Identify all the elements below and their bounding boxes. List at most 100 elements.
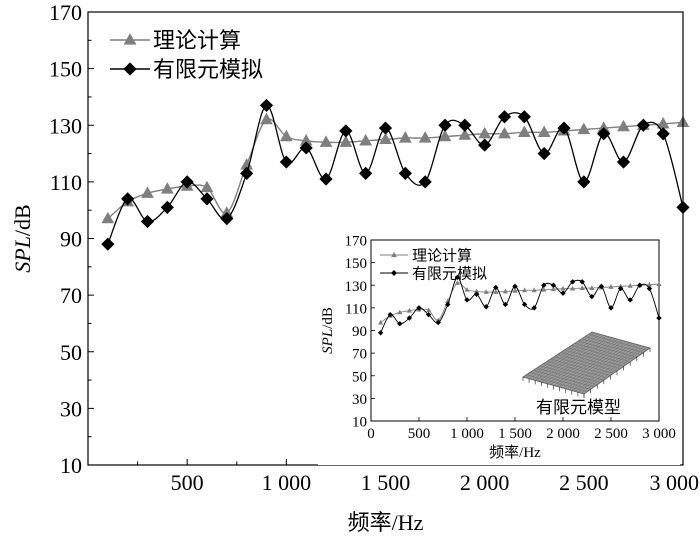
legend-label: 有限元模拟: [153, 58, 263, 83]
y-tick-label: 30: [60, 396, 82, 421]
inset-legend-marker: [391, 251, 397, 258]
x-tick-label: 2 500: [559, 470, 609, 495]
x-tick-label: 1 500: [361, 470, 411, 495]
inset-data-point: [406, 315, 413, 321]
series-fem: [101, 98, 690, 251]
inset-data-point: [454, 280, 461, 285]
y-tick-label: 130: [49, 113, 82, 138]
inset-x-axis-label: 频率/Hz: [489, 444, 541, 461]
fe-model-mesh: [522, 331, 651, 398]
inset-y-tick-label: 50: [352, 369, 367, 385]
data-point: [299, 141, 313, 155]
data-point: [160, 182, 174, 194]
inset-data-point: [541, 286, 547, 292]
data-point: [398, 131, 412, 143]
data-point: [617, 119, 630, 132]
fe-mesh-line: [580, 346, 648, 394]
data-point: [636, 118, 650, 132]
data-point: [656, 127, 670, 141]
data-point: [616, 155, 631, 169]
inset-data-point: [550, 286, 557, 292]
data-point: [319, 172, 333, 186]
fe-mesh-line: [564, 349, 624, 367]
legend-label: 理论计算: [153, 29, 241, 54]
fe-mesh-line: [556, 340, 625, 387]
fe-model-label: 有限元模型: [536, 398, 621, 418]
inset-data-point: [416, 305, 422, 311]
data-point: [498, 126, 511, 139]
data-point: [279, 155, 293, 169]
y-tick-label: 150: [49, 57, 82, 82]
series-theory: [101, 112, 690, 224]
data-point: [101, 237, 115, 251]
y-axis-label-unit: /dB: [10, 204, 35, 236]
inset-data-point: [377, 319, 384, 325]
data-point: [438, 118, 452, 132]
inset-x-tick-label: 0: [367, 426, 375, 442]
data-point: [398, 166, 412, 180]
fe-mesh-line: [585, 336, 644, 353]
inset-data-point: [656, 315, 662, 321]
data-point: [141, 186, 154, 198]
inset-data-point: [483, 289, 489, 294]
inset-x-tick-label: 2 000: [546, 426, 580, 442]
inset-data-point: [656, 281, 662, 287]
data-point: [497, 110, 512, 124]
data-point: [656, 117, 670, 129]
data-point: [577, 175, 591, 189]
legend-entry: 理论计算: [110, 29, 241, 54]
inset-data-point: [445, 301, 451, 308]
fe-mesh-line: [568, 343, 636, 390]
inset-y-tick-label: 110: [345, 301, 367, 317]
legend-entry: 有限元模拟: [110, 58, 263, 83]
inset-data-point: [425, 307, 432, 313]
inset-data-point: [589, 285, 595, 290]
data-point: [200, 180, 214, 193]
inset-data-point: [608, 305, 614, 311]
data-point: [200, 192, 214, 206]
inset-data-point: [493, 289, 499, 294]
inset-legend-label: 有限元模拟: [412, 265, 487, 283]
inset-data-point: [521, 301, 528, 308]
inset-data-point: [569, 279, 576, 285]
data-point: [458, 128, 472, 140]
data-point: [359, 134, 373, 146]
data-point: [517, 125, 531, 137]
data-point: [339, 135, 353, 147]
x-tick-label: 3 000: [650, 470, 700, 495]
data-point: [180, 175, 194, 189]
data-point: [537, 146, 551, 161]
x-tick-label: 1 000: [262, 470, 312, 495]
data-point: [557, 121, 571, 135]
data-point: [160, 200, 174, 214]
inset-data-point: [531, 305, 537, 311]
inset-y-tick-label: 10: [352, 415, 367, 431]
series-line: [107, 104, 684, 245]
inset-data-point: [646, 285, 653, 292]
data-point: [299, 134, 313, 146]
x-tick-label: 500: [171, 470, 204, 495]
fe-mesh-line: [562, 342, 630, 389]
inset-data-point: [406, 307, 413, 313]
inset-data-point: [560, 290, 566, 296]
data-point: [101, 211, 115, 224]
data-point: [597, 127, 611, 141]
x-axis-label: 频率/Hz: [348, 510, 424, 535]
y-tick-label: 170: [49, 0, 82, 25]
inset-data-point: [435, 319, 441, 326]
data-point: [240, 166, 254, 180]
fe-mesh-line: [574, 343, 634, 360]
fe-mesh-line: [565, 342, 633, 390]
data-point: [418, 175, 432, 189]
y-axis-label-italic: SPL: [10, 236, 35, 273]
inset-data-point: [397, 321, 403, 327]
data-point: [438, 129, 452, 142]
data-point: [240, 158, 254, 170]
data-point: [458, 118, 472, 132]
inset-data-point: [569, 285, 576, 291]
inset-data-point: [512, 283, 518, 290]
inset-x-tick-label: 500: [408, 426, 431, 442]
data-point: [379, 132, 392, 145]
fe-mesh-line: [588, 334, 647, 351]
